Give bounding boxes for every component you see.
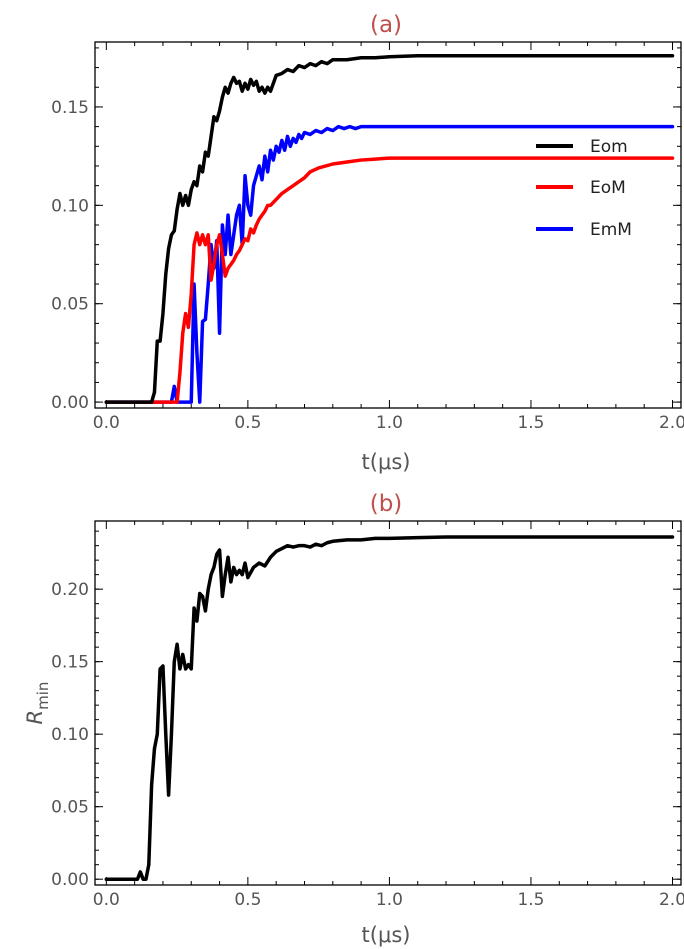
panel-b-x-tick-label: 1.5 (517, 890, 544, 910)
panel-a-series-line-emm-2 (104, 124, 675, 404)
panel-b-x-tick-label: 2.0 (659, 890, 684, 910)
panel-a-x-tick-label: 0.5 (234, 413, 261, 433)
panel-a-y-tick-label: 0.15 (51, 98, 89, 118)
panel-b-title: (b) (370, 491, 403, 517)
panel-b-y-axis-label-main: R (23, 710, 47, 725)
panel-a-legend: Eom EoM EmM (536, 137, 632, 240)
panel-a-y-tick-label: 0.00 (51, 393, 89, 413)
panel-b-y-axis-label: Rmin (23, 682, 52, 725)
panel-b-x-tick-label: 0.0 (93, 890, 120, 910)
panel-a-x-tick-label: 2.0 (659, 413, 684, 433)
legend-label-eom-red: EoM (590, 178, 626, 198)
panel-b-y-axis-label-sub: min (34, 682, 52, 710)
legend-label-eom: Eom (590, 137, 628, 157)
panel-a-y-tick-label: 0.05 (51, 295, 89, 315)
panel-a-series-line-eom-0 (104, 54, 675, 404)
panel-b-y-tick-label: 0.05 (51, 798, 89, 818)
panel-a-x-axis-label: t(μs) (362, 450, 411, 474)
panel-a-y-tick-label: 0.10 (51, 196, 89, 216)
panel-a-x-tick-label: 0.0 (93, 413, 120, 433)
panel-b-plot-frame (94, 520, 682, 886)
panel-b-y-tick-label: 0.15 (51, 653, 89, 673)
panel-b-x-tick-label: 0.5 (234, 890, 261, 910)
panel-a-x-tick-label: 1.5 (517, 413, 544, 433)
panel-a-series-line-eom-1 (104, 156, 675, 404)
panel-b-series-line-series-0 (104, 535, 675, 881)
panel-a-chart: (a) t(μs) Eom EoM EmM 0.0 0.5 1.0 1.5 2.0 0.0… (51, 12, 684, 474)
legend-label-emm: EmM (590, 220, 632, 240)
panel-a-title: (a) (370, 12, 402, 38)
panel-b-y-tick-label: 0.00 (51, 870, 89, 890)
panel-a-x-tick-label: 1.0 (376, 413, 403, 433)
panel-b-chart: (b) t(μs) Rmin 0.0 0.5 1.0 1.5 2.0 0.00 0.05 0.… (23, 491, 684, 947)
panel-b-x-axis-label: t(μs) (362, 923, 411, 947)
panel-b-x-tick-label: 1.0 (376, 890, 403, 910)
panel-b-y-tick-label: 0.20 (51, 580, 89, 600)
panel-b-y-tick-label: 0.10 (51, 725, 89, 745)
